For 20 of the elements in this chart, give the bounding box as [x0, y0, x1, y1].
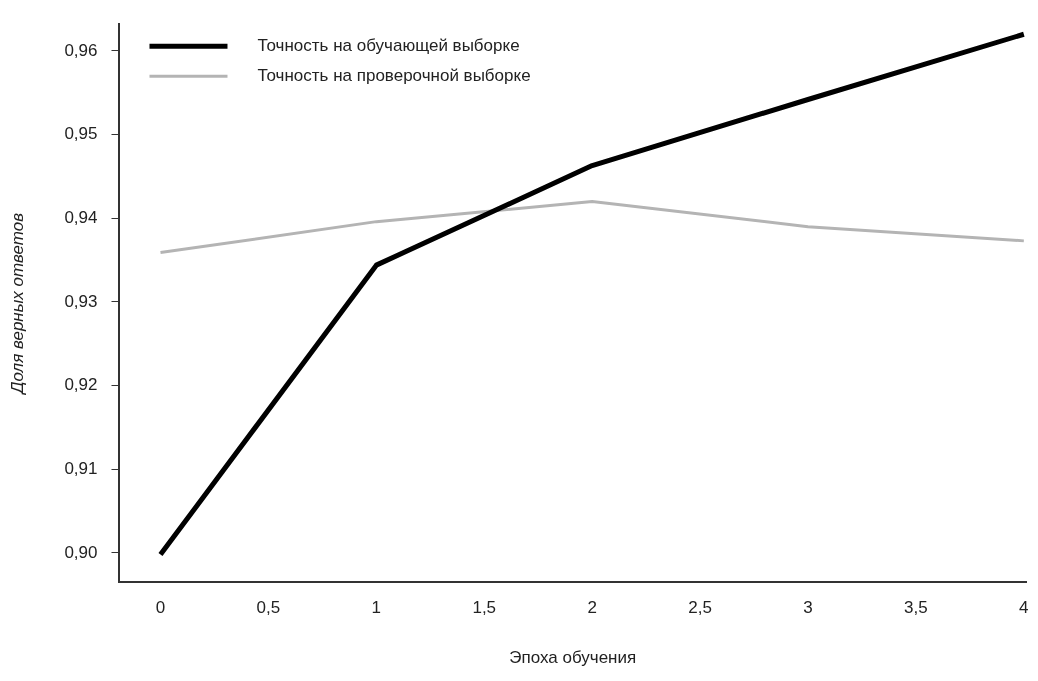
y-tick-label: 0,91 [64, 458, 98, 478]
x-tick-label: 1 [371, 598, 382, 618]
y-tick-label: 0,93 [64, 291, 98, 311]
x-tick-label: 0,5 [256, 598, 281, 618]
y-tick-label: 0,90 [64, 542, 98, 562]
y-tick-label: 0,94 [64, 207, 98, 227]
y-tick-label: 0,95 [64, 124, 98, 144]
x-tick-label: 0 [155, 598, 166, 618]
y-tick-label: 0,92 [64, 375, 98, 395]
x-tick-label: 1,5 [472, 598, 497, 618]
x-axis-title: Эпоха обучения [509, 648, 637, 668]
legend-label: Точность на проверочной выборке [257, 65, 531, 85]
y-tick-label: 0,96 [64, 40, 98, 60]
x-tick-label: 2 [587, 598, 597, 618]
x-tick-label: 3 [803, 598, 813, 618]
y-axis-title: Доля верных ответов [7, 212, 27, 396]
x-tick-label: 2,5 [688, 598, 712, 618]
x-tick-label: 3,5 [904, 598, 928, 618]
legend-label: Точность на обучающей выборке [257, 35, 520, 55]
x-tick-label: 4 [1019, 598, 1029, 618]
